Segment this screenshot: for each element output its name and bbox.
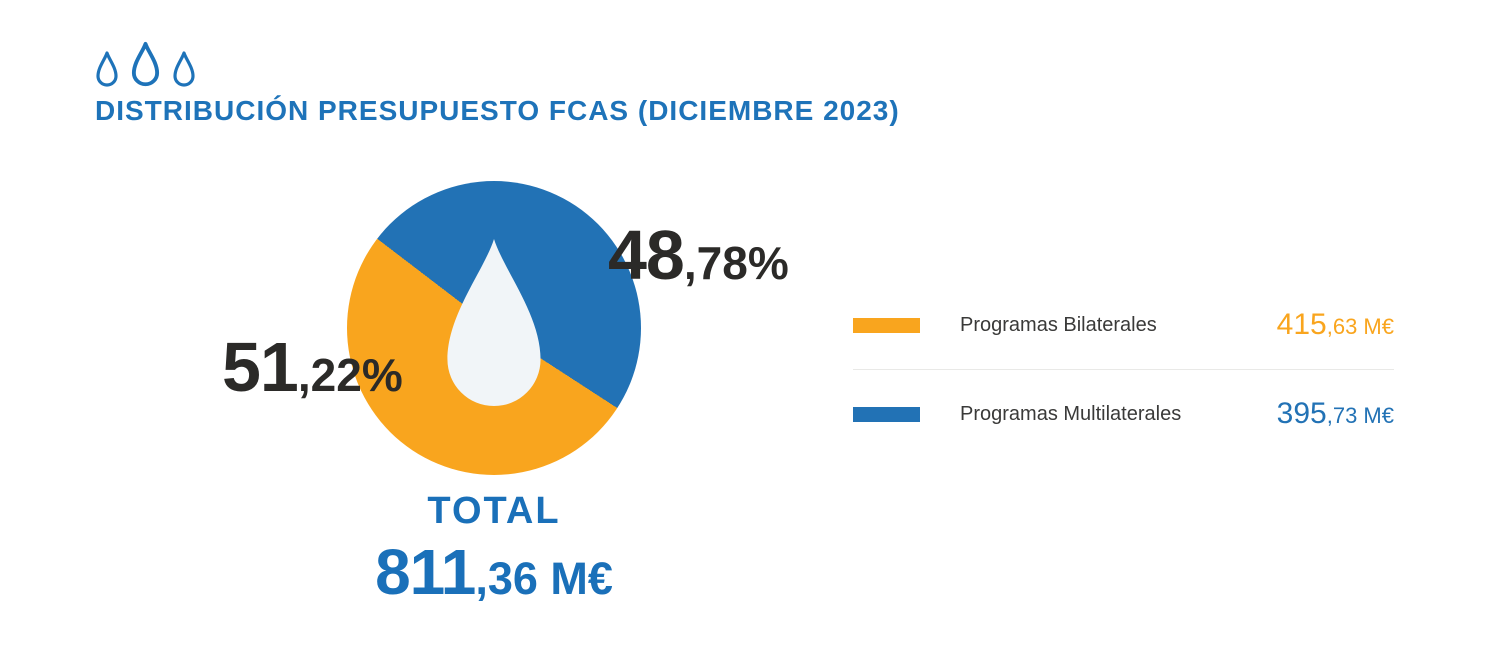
legend-value-int: 395 — [1276, 397, 1327, 430]
total-block: TOTAL 811,36 M€ — [294, 492, 694, 604]
pct-value-dec: ,22% — [297, 349, 403, 401]
pct-value-dec: ,78% — [683, 237, 789, 289]
donut-chart — [347, 181, 641, 475]
legend-value-int: 415 — [1276, 308, 1327, 341]
total-value-int: 811 — [375, 536, 476, 608]
legend-value-multilaterales: 395,73 M€ — [1277, 399, 1394, 429]
pct-label-multilaterales: 48,78% — [608, 220, 789, 290]
legend: Programas Bilaterales 415,63 M€ Programa… — [853, 302, 1394, 437]
legend-value-dec: ,63 M€ — [1326, 314, 1394, 339]
legend-label-multilaterales: Programas Multilaterales — [960, 402, 1182, 425]
water-drop-icon — [96, 51, 118, 87]
legend-row-bilaterales: Programas Bilaterales 415,63 M€ — [853, 302, 1394, 348]
total-value: 811,36 M€ — [294, 540, 694, 604]
water-drop-icon — [173, 51, 195, 87]
water-drop-icon — [131, 41, 160, 87]
legend-row-multilaterales: Programas Multilaterales 395,73 M€ — [853, 391, 1394, 437]
pct-value-int: 51 — [222, 328, 299, 406]
pct-label-bilaterales: 51,22% — [222, 332, 403, 402]
water-drop-center-icon — [447, 238, 541, 407]
water-drops-logo — [95, 40, 196, 88]
legend-swatch-multilaterales — [853, 406, 920, 422]
legend-swatch-bilaterales — [853, 317, 920, 333]
legend-value-dec: ,73 M€ — [1326, 403, 1394, 428]
legend-divider — [853, 369, 1394, 370]
total-value-dec: ,36 M€ — [475, 553, 613, 604]
legend-value-bilaterales: 415,63 M€ — [1277, 310, 1394, 340]
total-label: TOTAL — [427, 490, 561, 532]
legend-label-bilaterales: Programas Bilaterales — [960, 313, 1157, 336]
pct-value-int: 48 — [608, 216, 685, 294]
chart-title: DISTRIBUCIÓN PRESUPUESTO FCAS (DICIEMBRE… — [95, 95, 900, 126]
water-drop-shape — [447, 238, 541, 407]
